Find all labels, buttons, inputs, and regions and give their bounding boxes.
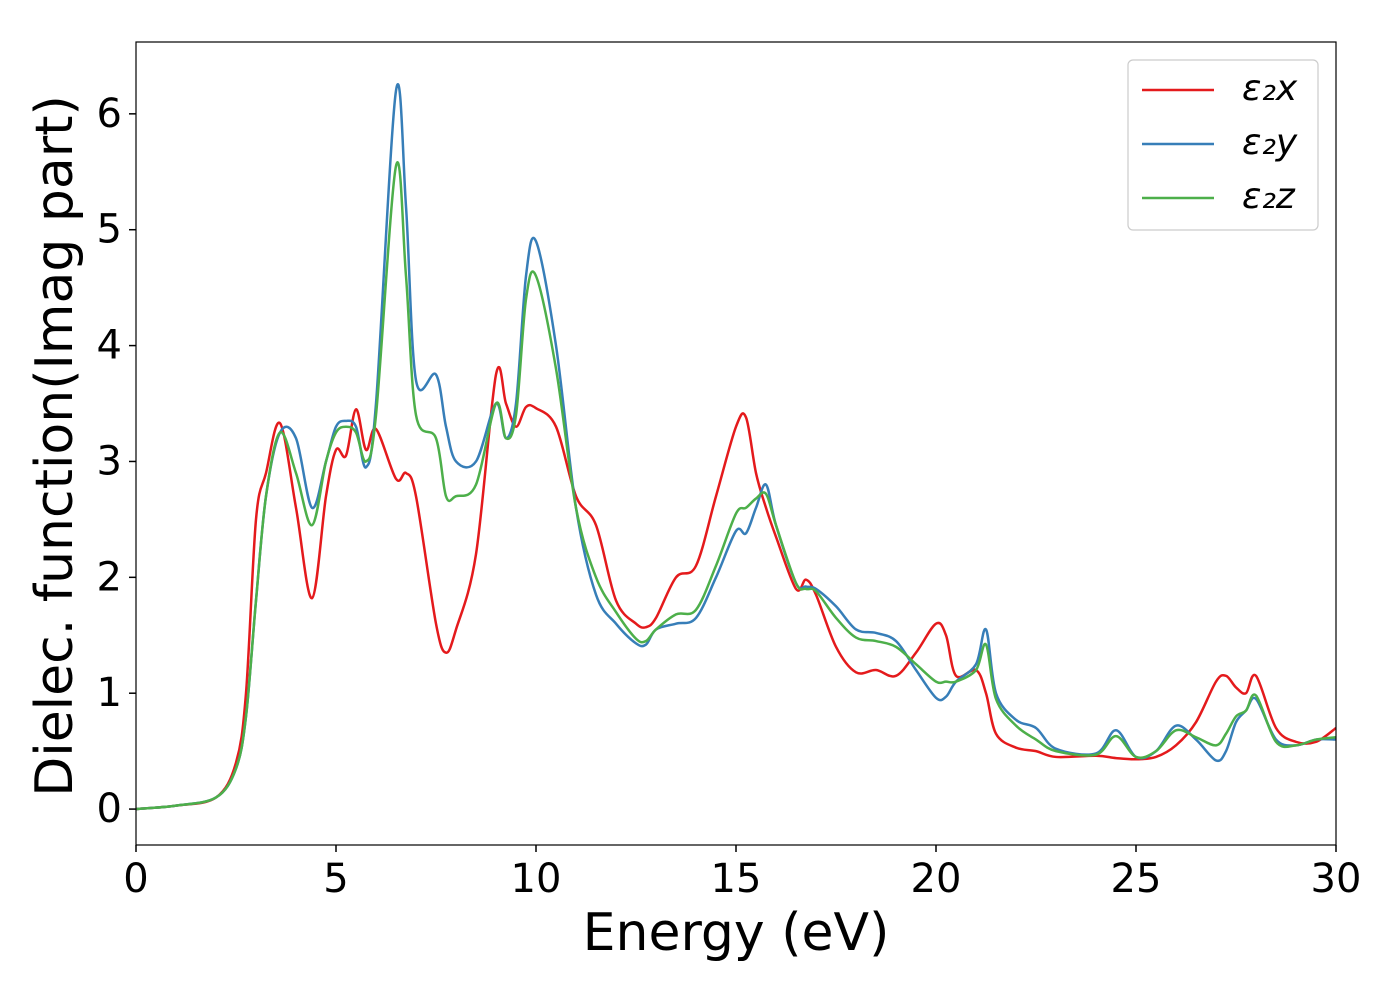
x-tick-label: 10: [511, 856, 562, 902]
y-tick-label: 5: [97, 207, 122, 253]
legend-box: [1127, 59, 1319, 231]
x-tick-label: 5: [323, 856, 348, 902]
x-axis-label: Energy (eV): [583, 903, 890, 963]
data-line: [136, 365, 1336, 811]
legend-label: ε₂x: [1242, 68, 1298, 109]
y-tick-label: 0: [97, 786, 122, 832]
plot-frame: [135, 41, 1337, 846]
y-tick-label: 4: [97, 323, 122, 369]
legend-label: ε₂z: [1242, 176, 1296, 217]
x-tick-label: 25: [1111, 856, 1162, 902]
x-tick-label: 0: [123, 856, 148, 902]
y-tick-label: 3: [97, 438, 122, 484]
x-tick-label: 30: [1311, 856, 1362, 902]
data-line: [136, 82, 1336, 811]
data-line: [136, 161, 1336, 811]
x-tick-label: 20: [911, 856, 962, 902]
y-tick-label: 1: [97, 670, 122, 716]
y-tick-label: 2: [97, 554, 122, 600]
x-tick-label: 15: [711, 856, 762, 902]
legend-label: ε₂y: [1242, 122, 1298, 163]
y-axis-label: Dielec. function(Imag part): [25, 95, 85, 797]
y-tick-label: 6: [97, 91, 122, 137]
